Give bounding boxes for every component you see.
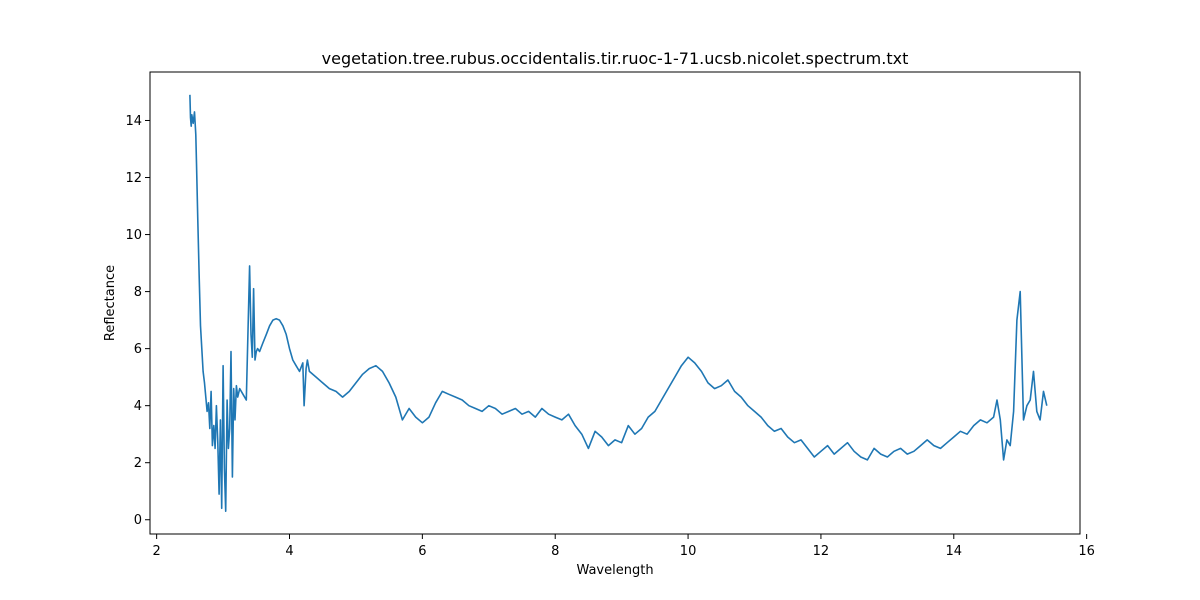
x-tick-label: 14 [946, 544, 963, 559]
y-tick-label: 12 [125, 171, 142, 186]
y-tick-label: 2 [134, 456, 142, 471]
spectrum-line [189, 94, 1048, 513]
y-tick-label: 6 [134, 342, 142, 357]
x-tick-label: 8 [551, 544, 559, 559]
x-axis-label: Wavelength [576, 563, 653, 578]
chart-title: vegetation.tree.rubus.occidentalis.tir.r… [322, 49, 909, 68]
x-tick-label: 10 [680, 544, 697, 559]
y-tick-label: 8 [134, 285, 142, 300]
y-tick-label: 0 [134, 513, 142, 528]
x-tick-label: 2 [153, 544, 161, 559]
x-tick-label: 16 [1078, 544, 1095, 559]
plot-area [150, 72, 1080, 534]
y-tick-label: 4 [134, 399, 142, 414]
plot-frame [149, 71, 1081, 535]
x-tick-label: 6 [418, 544, 426, 559]
x-tick-label: 4 [285, 544, 293, 559]
y-axis-label: Reflectance [103, 265, 118, 341]
x-tick-label: 12 [813, 544, 830, 559]
x-axis-ticks: 2 4 6 8 10 12 14 16 [153, 534, 1095, 559]
y-axis-ticks: 0 2 4 6 8 10 12 14 [125, 114, 150, 528]
y-tick-label: 14 [125, 114, 142, 129]
y-tick-label: 10 [125, 228, 142, 243]
